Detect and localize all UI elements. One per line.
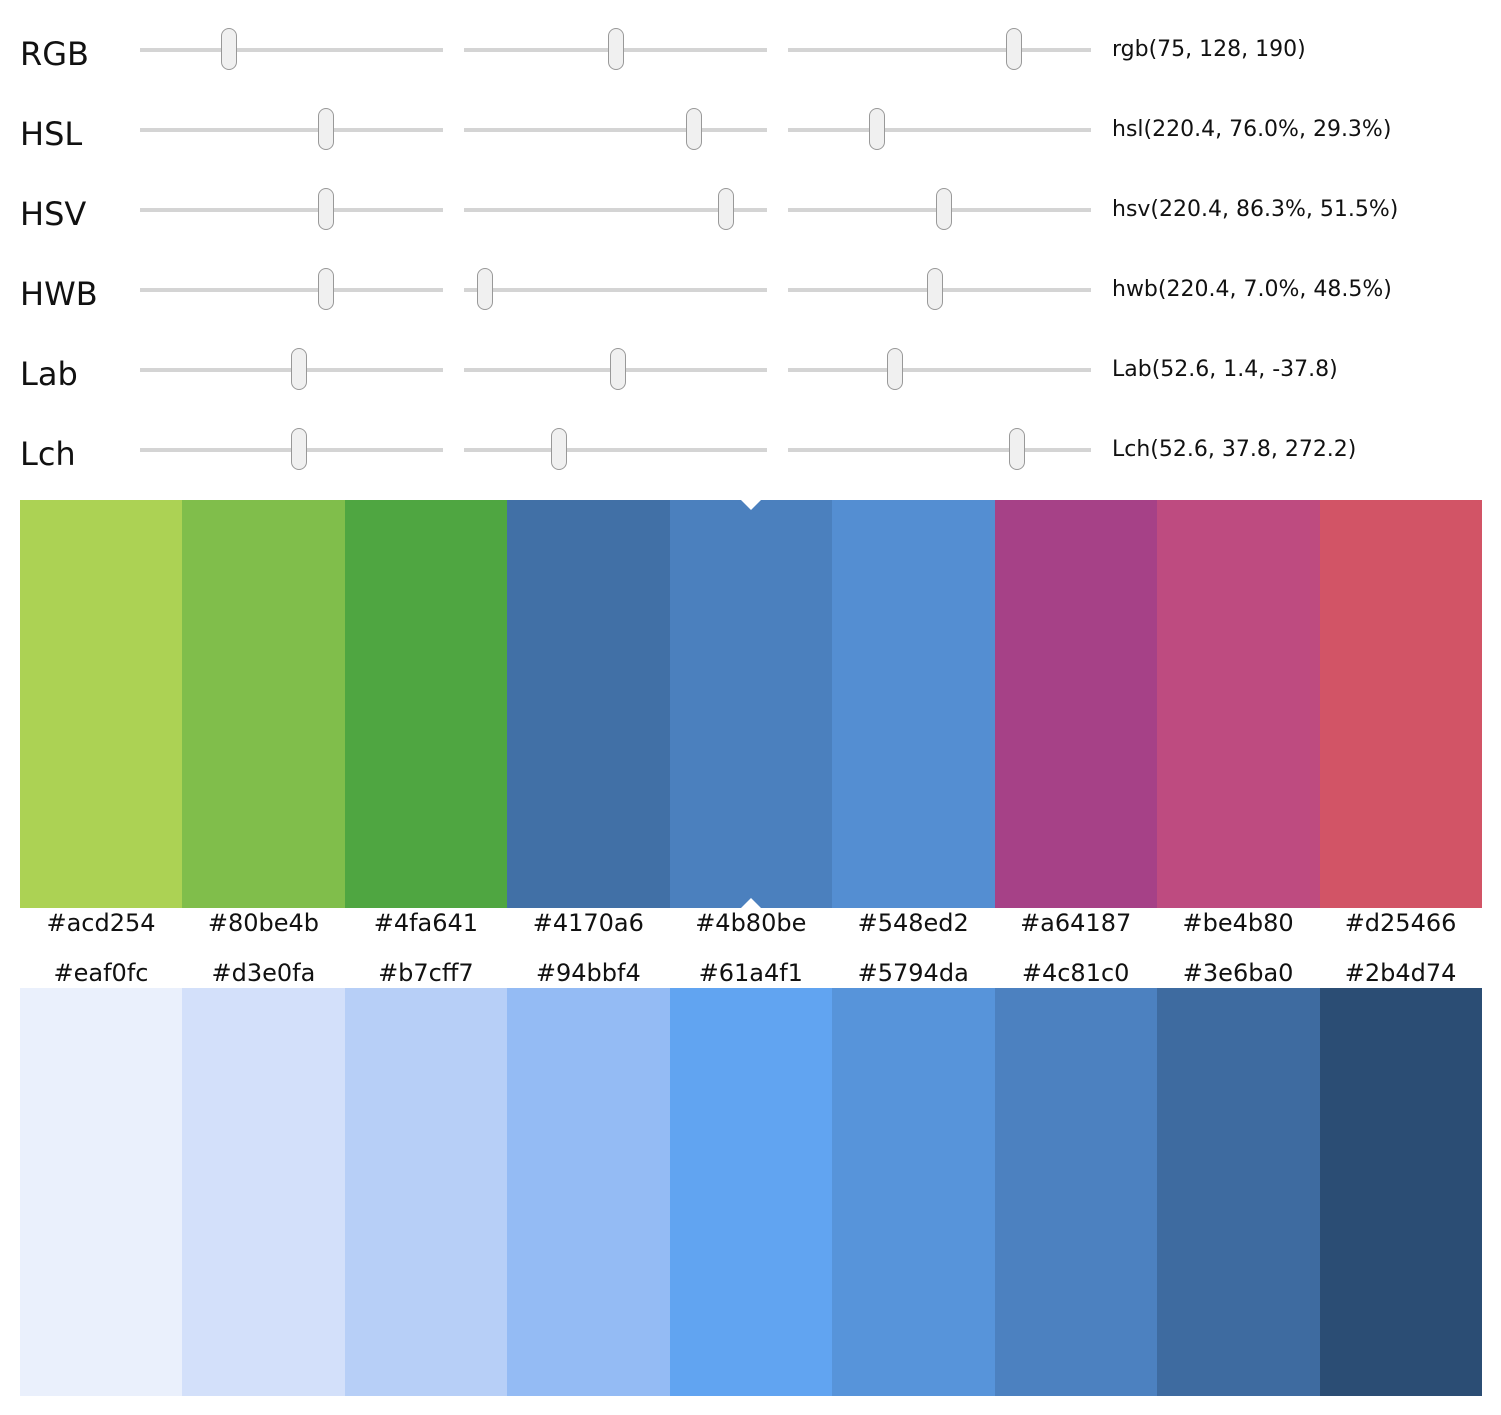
slider-thumb[interactable] (317, 268, 334, 310)
slider-thumb[interactable] (717, 188, 734, 230)
slider-track[interactable] (140, 28, 443, 70)
model-label: Lch (20, 435, 76, 473)
slider-thumb[interactable] (936, 188, 952, 230)
hex-label: #d3e0fa (211, 959, 316, 987)
swatch-top[interactable] (507, 500, 671, 908)
hex-label: #61a4f1 (698, 959, 803, 987)
slider-track[interactable] (788, 428, 1091, 470)
swatch-top[interactable] (182, 500, 346, 908)
slider-track[interactable] (464, 268, 767, 310)
hex-label: #b7cff7 (378, 959, 474, 987)
swatch-top[interactable] (1157, 500, 1321, 908)
hex-label: #3e6ba0 (1182, 959, 1294, 987)
slider-track[interactable] (788, 108, 1091, 150)
model-label: RGB (20, 35, 89, 73)
slider-thumb[interactable] (609, 348, 626, 390)
swatch-top[interactable] (344, 500, 508, 908)
swatch-bottom[interactable] (832, 988, 996, 1396)
model-label: HSL (20, 115, 83, 153)
slider-track[interactable] (140, 348, 443, 390)
value-text: hsl(220.4, 76.0%, 29.3%) (1112, 117, 1392, 142)
hex-label: #eaf0fc (53, 959, 149, 987)
slider-track[interactable] (464, 28, 767, 70)
hex-label: #acd254 (46, 909, 156, 937)
slider-thumb[interactable] (291, 428, 308, 470)
slider-track[interactable] (140, 428, 443, 470)
slider-track[interactable] (464, 188, 767, 230)
swatch-bottom[interactable] (20, 988, 183, 1396)
slider-track[interactable] (788, 188, 1091, 230)
swatch-top[interactable] (20, 500, 183, 908)
hex-label: #4170a6 (532, 909, 644, 937)
slider-track[interactable] (788, 348, 1091, 390)
value-text: Lab(52.6, 1.4, -37.8) (1112, 357, 1338, 382)
hex-label: #a64187 (1020, 909, 1132, 937)
hex-label: #4fa641 (373, 909, 479, 937)
slider-track[interactable] (788, 268, 1091, 310)
slider-thumb[interactable] (551, 428, 568, 470)
hex-label: #d25466 (1344, 909, 1457, 937)
slider-thumb[interactable] (887, 348, 904, 390)
slider-thumb[interactable] (1005, 28, 1022, 70)
hex-label: #548ed2 (857, 909, 969, 937)
slider-thumb[interactable] (317, 188, 334, 230)
hex-label: #be4b80 (1182, 909, 1294, 937)
swatch-bottom[interactable] (507, 988, 671, 1396)
swatch-bottom[interactable] (994, 988, 1158, 1396)
hex-label: #5794da (857, 959, 969, 987)
slider-track[interactable] (464, 428, 767, 470)
model-label: HWB (20, 275, 98, 313)
slider-thumb[interactable] (1009, 428, 1026, 470)
value-text: hwb(220.4, 7.0%, 48.5%) (1112, 277, 1392, 302)
hex-label: #80be4b (207, 909, 320, 937)
selected-marker-bottom (741, 898, 761, 908)
slider-track[interactable] (140, 268, 443, 310)
slider-thumb[interactable] (608, 28, 625, 70)
slider-row-lab: Lab Lab(52.6, 1.4, -37.8) (0, 330, 1501, 410)
slider-track[interactable] (788, 28, 1091, 70)
slider-row-lch: Lch Lch(52.6, 37.8, 272.2) (0, 410, 1501, 490)
model-label: Lab (20, 355, 78, 393)
slider-row-hwb: HWB hwb(220.4, 7.0%, 48.5%) (0, 250, 1501, 330)
slider-thumb[interactable] (686, 108, 703, 150)
swatch-top[interactable] (994, 500, 1158, 908)
value-text: Lch(52.6, 37.8, 272.2) (1112, 437, 1357, 462)
slider-row-rgb: RGB rgb(75, 128, 190) (0, 10, 1501, 90)
hex-label: #2b4d74 (1344, 959, 1457, 987)
swatch-bottom[interactable] (1157, 988, 1321, 1396)
slider-row-hsv: HSV hsv(220.4, 86.3%, 51.5%) (0, 170, 1501, 250)
hex-label: #94bbf4 (535, 959, 641, 987)
value-text: rgb(75, 128, 190) (1112, 37, 1306, 62)
slider-track[interactable] (464, 348, 767, 390)
hex-label: #4b80be (695, 909, 807, 937)
slider-thumb[interactable] (927, 268, 943, 310)
slider-track[interactable] (140, 188, 443, 230)
slider-thumb[interactable] (868, 108, 885, 150)
hex-label: #4c81c0 (1021, 959, 1130, 987)
swatch-bottom[interactable] (669, 988, 833, 1396)
value-text: hsv(220.4, 86.3%, 51.5%) (1112, 197, 1399, 222)
slider-thumb[interactable] (221, 28, 238, 70)
slider-track[interactable] (140, 108, 443, 150)
slider-thumb[interactable] (317, 108, 334, 150)
slider-thumb[interactable] (477, 268, 494, 310)
model-label: HSV (20, 195, 87, 233)
slider-track[interactable] (464, 108, 767, 150)
swatch-bottom[interactable] (182, 988, 346, 1396)
slider-thumb[interactable] (291, 348, 308, 390)
swatch-top[interactable] (1319, 500, 1483, 908)
swatch-bottom[interactable] (1319, 988, 1483, 1396)
selected-marker-top (741, 500, 761, 510)
swatch-bottom[interactable] (344, 988, 508, 1396)
swatch-top[interactable] (669, 500, 833, 908)
swatch-top[interactable] (832, 500, 996, 908)
slider-row-hsl: HSL hsl(220.4, 76.0%, 29.3%) (0, 90, 1501, 170)
